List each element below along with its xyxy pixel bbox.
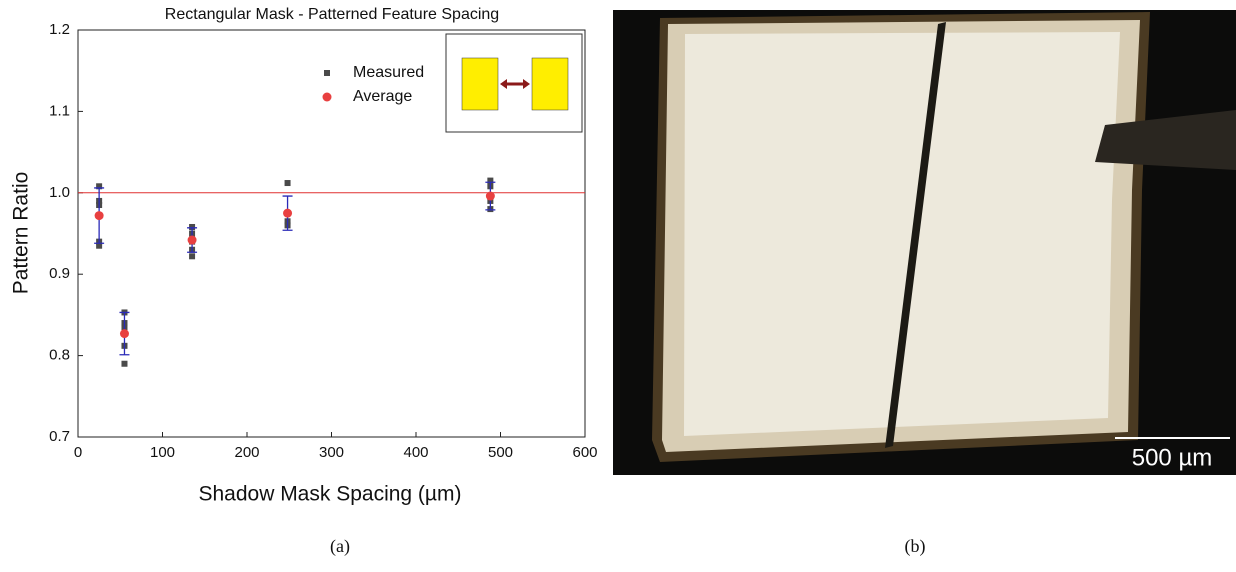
legend-marker — [324, 70, 330, 76]
caption: (b) — [905, 536, 926, 557]
point — [96, 242, 103, 249]
x-tick-label: 400 — [403, 444, 428, 461]
x-tick-label: 600 — [572, 444, 597, 461]
point — [284, 180, 291, 187]
point — [94, 211, 104, 221]
point — [121, 360, 128, 367]
legend-marker — [322, 92, 332, 102]
x-tick-label: 0 — [74, 444, 82, 461]
y-tick-label: 1.1 — [49, 102, 70, 119]
y-tick-label: 0.7 — [49, 428, 70, 445]
x-tick-label: 200 — [234, 444, 259, 461]
y-tick-label: 0.8 — [49, 347, 70, 364]
point — [283, 208, 293, 218]
y-tick-label: 1.0 — [49, 184, 70, 201]
inset-diagram — [445, 33, 583, 133]
x-tick-label: 100 — [150, 444, 175, 461]
point — [189, 223, 196, 230]
point — [96, 183, 103, 190]
point — [187, 235, 197, 245]
point — [119, 329, 129, 339]
point — [189, 253, 196, 260]
x-tick-label: 500 — [488, 444, 513, 461]
y-axis-label: Pattern Ratio — [10, 172, 33, 295]
x-tick-label: 300 — [319, 444, 344, 461]
scale-bar-label: 500 µm — [1132, 444, 1213, 471]
point — [485, 191, 495, 201]
y-tick-label: 1.2 — [49, 21, 70, 38]
y-tick-label: 0.9 — [49, 265, 70, 282]
point — [487, 177, 494, 184]
legend-label: Measured — [353, 64, 424, 81]
x-axis-label: Shadow Mask Spacing (µm) — [198, 483, 461, 506]
chart-title: Rectangular Mask - Patterned Feature Spa… — [165, 6, 499, 23]
caption: (a) — [330, 536, 350, 557]
legend-label: Average — [353, 88, 412, 105]
micrograph: 500 µm — [613, 10, 1236, 475]
